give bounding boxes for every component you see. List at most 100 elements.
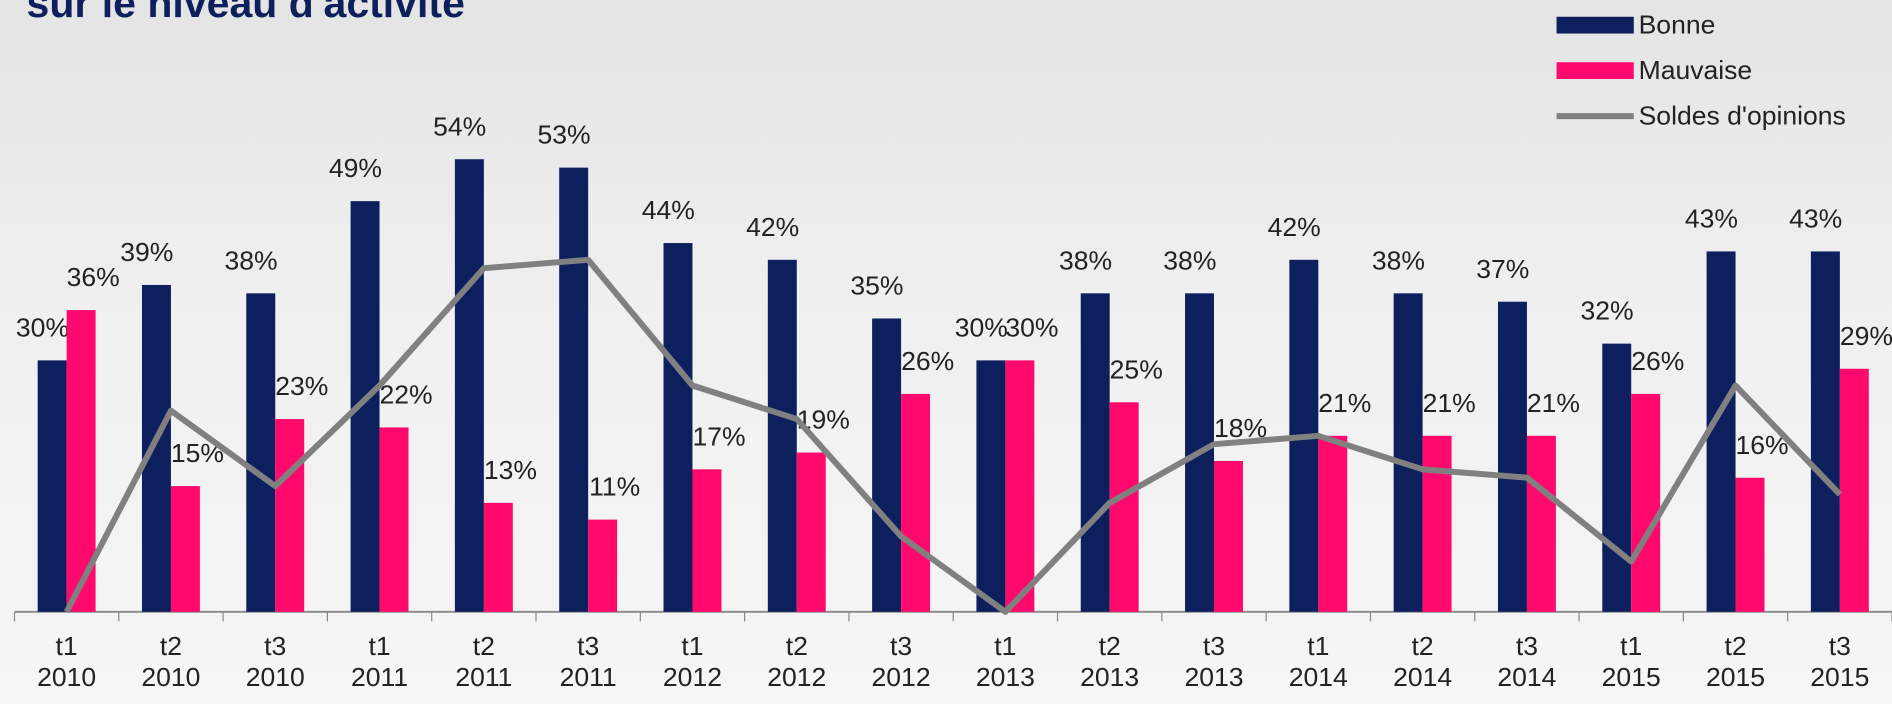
x-tick-label: t3 2014 xyxy=(1497,630,1557,693)
bar xyxy=(1318,435,1348,612)
bar xyxy=(663,243,693,612)
data-label: 42% xyxy=(746,212,799,242)
x-tick-label-box: t2 2011 xyxy=(455,630,513,693)
bar xyxy=(1526,435,1556,612)
data-label: 26% xyxy=(901,346,954,376)
data-label: 38% xyxy=(1163,245,1216,275)
x-tick-label-box: t3 2011 xyxy=(559,630,617,693)
bar xyxy=(796,452,826,612)
x-tick-label: t2 2010 xyxy=(141,630,201,693)
bar xyxy=(1422,435,1452,612)
legend-swatch xyxy=(1556,62,1634,80)
x-tick-label: t1 2010 xyxy=(37,630,97,693)
bar xyxy=(1631,393,1661,612)
data-label: 43% xyxy=(1685,204,1738,234)
bar xyxy=(1080,293,1110,612)
bar xyxy=(275,419,305,612)
data-label: 37% xyxy=(1476,254,1529,284)
x-tick-label-box: t1 2011 xyxy=(351,631,408,692)
bar xyxy=(379,427,409,612)
bar xyxy=(976,360,1006,612)
bar xyxy=(767,259,797,612)
x-tick-label: t3 2015 xyxy=(1810,630,1870,693)
data-label: 49% xyxy=(329,153,382,183)
data-label: 54% xyxy=(433,111,486,141)
bar xyxy=(1810,251,1840,612)
x-tick-label: t1 2013 xyxy=(975,630,1035,693)
data-label: 53% xyxy=(537,120,590,150)
data-label: 30% xyxy=(16,313,69,343)
bar xyxy=(37,360,67,612)
bar xyxy=(454,159,484,612)
data-label: 21% xyxy=(1423,388,1476,418)
x-tick-label-box: t1 2014 xyxy=(1288,630,1348,693)
x-tick-label: t3 2012 xyxy=(871,630,931,693)
x-tick-label: t2 2012 xyxy=(767,630,827,693)
data-label: 29% xyxy=(1840,321,1892,351)
data-label: 22% xyxy=(380,380,433,410)
bar xyxy=(1497,301,1527,612)
bar xyxy=(1602,343,1632,612)
data-label: 30% xyxy=(955,313,1008,343)
x-tick-label-box: t2 2010 xyxy=(141,630,201,693)
data-label: 26% xyxy=(1631,346,1684,376)
bar xyxy=(588,519,618,612)
bar xyxy=(141,284,171,612)
bar xyxy=(559,167,589,612)
data-label: 38% xyxy=(1372,245,1425,275)
data-label: 36% xyxy=(67,262,120,292)
x-tick-label: t3 2013 xyxy=(1184,630,1244,693)
bar xyxy=(246,293,276,612)
chart-title: sur le niveau d'activité xyxy=(27,0,465,26)
bar xyxy=(872,318,902,612)
x-tick-label-box: t1 2012 xyxy=(662,630,722,693)
data-label: 44% xyxy=(642,195,695,225)
x-tick-label: t2 2013 xyxy=(1080,630,1140,693)
data-label: 38% xyxy=(225,245,278,275)
x-tick-label: t1 2015 xyxy=(1601,630,1661,693)
data-label: 43% xyxy=(1789,204,1842,234)
x-tick-label: t1 2012 xyxy=(662,630,722,693)
x-tick-label-box: t2 2012 xyxy=(767,630,827,693)
data-label: 35% xyxy=(850,271,903,301)
x-tick-label: t3 2011 xyxy=(559,630,617,693)
bar xyxy=(1839,368,1869,612)
data-label: 21% xyxy=(1527,388,1580,418)
legend-label: Bonne xyxy=(1639,10,1716,40)
x-tick-label-box: t3 2014 xyxy=(1497,630,1557,693)
x-tick-label-box: t2 2015 xyxy=(1706,631,1765,692)
bar xyxy=(1005,360,1035,612)
data-label: 39% xyxy=(120,237,173,267)
x-tick-label-box: t3 2013 xyxy=(1184,630,1244,693)
x-tick-label-box: t3 2012 xyxy=(871,630,931,693)
bar xyxy=(692,469,722,612)
bar xyxy=(483,502,513,612)
legend-label: Soldes d'opinions xyxy=(1639,101,1846,131)
bar xyxy=(1393,293,1423,612)
x-tick-label-box: t2 2013 xyxy=(1080,630,1140,693)
x-tick-label-box: t1 2010 xyxy=(37,630,97,693)
data-label: 13% xyxy=(484,455,537,485)
bar xyxy=(901,393,931,612)
x-tick-label-box: t3 2010 xyxy=(246,631,305,692)
bar xyxy=(1735,477,1765,612)
line-series xyxy=(63,256,1843,615)
data-label: 38% xyxy=(1059,245,1112,275)
data-label: 32% xyxy=(1581,296,1634,326)
legend-swatch xyxy=(1556,16,1634,34)
x-tick-label: t2 2011 xyxy=(455,630,513,693)
x-tick-label: t1 2014 xyxy=(1288,630,1348,693)
x-tick-label-box: t1 2015 xyxy=(1601,630,1661,693)
data-label: 23% xyxy=(275,371,328,401)
x-tick-label: t2 2014 xyxy=(1393,630,1453,693)
data-label: 17% xyxy=(692,421,745,451)
x-tick-label-box: t2 2014 xyxy=(1393,630,1453,693)
data-label: 42% xyxy=(1268,212,1321,242)
legend-label: Mauvaise xyxy=(1639,55,1753,85)
data-label: 21% xyxy=(1318,388,1371,418)
bar xyxy=(1109,402,1139,612)
data-label: 11% xyxy=(589,472,640,502)
bar xyxy=(170,486,200,612)
